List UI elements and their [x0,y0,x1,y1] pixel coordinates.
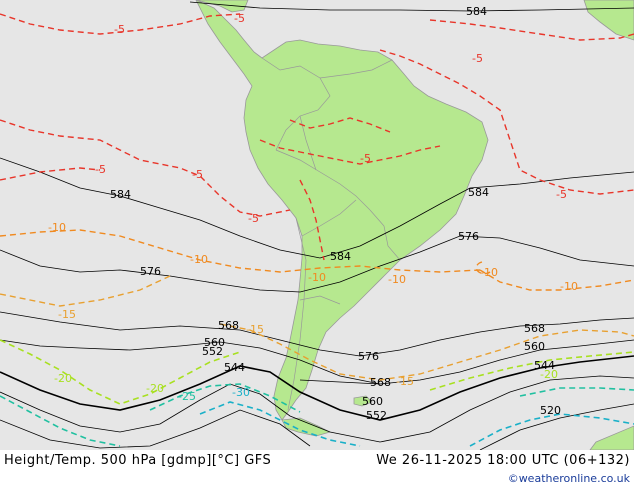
contour-552 [0,355,634,421]
temp-m25-contours [0,383,634,447]
height-label: 544 [534,359,555,372]
contour-576 [0,235,634,293]
contour-560 [0,339,634,385]
height-label: 584 [330,250,351,263]
contour-584-north [189,1,634,12]
height-label: 552 [202,345,223,358]
temp-label: -25 [178,390,196,403]
temp-label: -10 [560,280,578,293]
temp-label: -5 [192,168,203,181]
contour-536 [0,409,311,449]
temperature-labels: -5 -5 -5 -5 -5 -5 -5 -5 -10 -10 -10 -10 … [48,12,578,403]
height-contours [0,1,634,450]
temp-label: -5 [95,163,106,176]
contour-568-b [299,379,381,385]
temp-label: -5 [234,12,245,25]
temp-label: -15 [246,323,264,336]
temp-label: -5 [114,23,125,36]
height-label: 584 [468,186,489,199]
temp-label: -15 [58,308,76,321]
central-america-land [195,0,249,13]
credit-link[interactable]: ©weatheronline.co.uk [507,472,630,485]
contour-568 [0,311,634,357]
height-label: 560 [204,336,225,349]
height-label: 576 [458,230,479,243]
map-title: Height/Temp. 500 hPa [gdmp][°C] GFS [4,453,272,468]
temp-label: -10 [48,221,66,234]
height-label: 552 [366,409,387,422]
tierra-del-fuego [281,417,332,437]
temp-label: -20 [540,368,558,381]
temp-label: -5 [472,52,483,65]
temp-m15-contours [0,275,634,381]
map-footer: Height/Temp. 500 hPa [gdmp][°C] GFS We 2… [0,450,634,490]
height-label: 584 [466,5,487,18]
map-svg: 584 584 584 584 576 576 576 568 568 568 … [0,0,634,450]
height-labels: 584 584 584 584 576 576 576 568 568 568 … [110,5,561,422]
valid-time: We 26-11-2025 18:00 UTC (06+132) [376,453,630,468]
height-label: 544 [224,361,245,374]
temp-label: -10 [190,253,208,266]
antarctic-peninsula [589,425,634,450]
contour-520 [479,403,634,450]
temp-label: -10 [480,266,498,279]
height-label: 520 [540,404,561,417]
temp-label: -20 [146,382,164,395]
height-label: 560 [524,340,545,353]
caribbean-island [583,0,634,41]
country-borders [261,57,401,411]
temp-label: -30 [232,386,250,399]
temp-m20-contours [0,339,634,405]
height-label: 568 [524,322,545,335]
south-america-land [195,0,489,421]
height-label: 576 [358,350,379,363]
temp-label: -5 [248,212,259,225]
contour-544 [0,375,634,443]
temp-m10-contours [0,229,634,291]
temp-label: -5 [556,188,567,201]
temp-m5-contours [0,13,634,261]
height-label: 568 [218,319,239,332]
height-label: 576 [140,265,161,278]
temp-label: -5 [360,152,371,165]
contour-584 [0,157,634,259]
height-label: 568 [370,376,391,389]
temp-label: -15 [396,375,414,388]
height-label: 560 [362,395,383,408]
temp-label: -10 [308,271,326,284]
height-label: 584 [110,188,131,201]
weather-map: 584 584 584 584 576 576 576 568 568 568 … [0,0,634,450]
falkland-islands [353,395,373,407]
temp-m30-contours [199,401,634,447]
temp-label: -10 [388,273,406,286]
temp-label: -20 [54,372,72,385]
